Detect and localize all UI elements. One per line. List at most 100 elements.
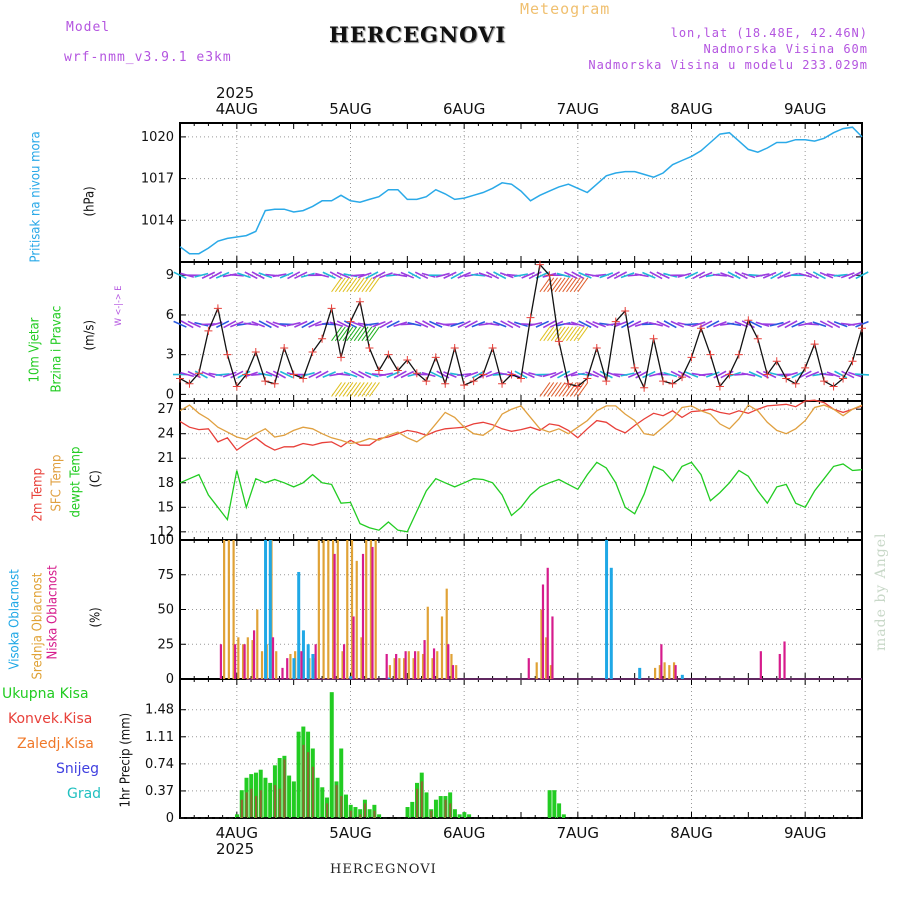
precip-total-bar <box>235 814 240 818</box>
wind-gust-marker <box>526 313 535 322</box>
wind-sheaf-arrow <box>558 277 570 293</box>
wind-gust-marker <box>734 350 743 359</box>
cloud-mid-bar <box>256 609 259 679</box>
wind-gust-marker <box>801 363 810 372</box>
wind-sheaf-arrow <box>562 326 574 342</box>
wind-gust-marker <box>251 348 260 357</box>
cloud-low-bar <box>361 553 365 679</box>
temp-2m-line <box>179 399 863 451</box>
wind-gust-marker <box>299 374 308 383</box>
cloud-low-bar <box>527 658 530 679</box>
wind-direction-arrow <box>528 271 542 280</box>
wind-sheaf-arrow <box>342 382 354 397</box>
cloud-mid-bar <box>388 665 391 679</box>
wind-sheaf-arrow <box>569 382 581 397</box>
wind-direction-arrow <box>734 271 748 280</box>
wind-direction-arrow <box>599 272 614 279</box>
wind-direction-arrow <box>556 272 571 278</box>
wind-direction-arrow <box>620 272 635 279</box>
wind-direction-arrow <box>378 372 394 377</box>
wind-direction-arrow <box>208 271 223 280</box>
day-label-top: 6AUG <box>443 100 485 118</box>
cloud-low-bar <box>660 644 663 679</box>
wind-gust-marker <box>204 326 213 335</box>
wind-gust-marker <box>374 366 383 375</box>
wind-direction-arrow <box>698 271 713 279</box>
cloud-high-bar <box>638 667 642 679</box>
cloud-low-bar <box>286 658 289 679</box>
precip-total-bar <box>405 807 410 818</box>
ytick-label: 1.48 <box>145 703 174 718</box>
wind-direction-arrow <box>656 271 670 279</box>
cloud-low-bar <box>451 665 455 679</box>
wind-direction-arrow <box>691 321 706 328</box>
wind-direction-arrow <box>322 323 337 326</box>
wind-direction-arrow <box>215 373 230 376</box>
cloud-low-bar <box>371 546 374 679</box>
precip-conv-bar <box>250 788 253 818</box>
wind-direction-arrow <box>585 371 599 378</box>
cloud-mid-bar <box>663 662 666 679</box>
temp-sfc-line <box>179 404 863 445</box>
wind-gust-marker <box>583 374 592 383</box>
day-label-bottom: 9AUG <box>784 824 826 842</box>
wind-direction-arrow <box>187 370 201 379</box>
wind-direction-arrow <box>812 321 827 328</box>
wind-direction-arrow <box>620 372 635 377</box>
wind-gust-marker <box>592 344 601 353</box>
cloud-mid-bar <box>350 540 354 679</box>
cloud-mid-bar <box>672 662 676 679</box>
wind-gust-marker <box>441 379 450 388</box>
wind-direction-arrow <box>287 271 301 280</box>
wind-direction-arrow <box>855 271 869 280</box>
cloud-mid-bar <box>365 540 368 679</box>
wind-direction-arrow <box>783 272 798 278</box>
wind-direction-arrow <box>244 271 258 280</box>
wind-sheaf-arrow <box>331 382 342 397</box>
wind-gust-marker <box>668 379 677 388</box>
wind-direction-arrow <box>329 321 344 328</box>
wind-direction-arrow <box>542 371 557 378</box>
cloud-low-bar <box>234 644 237 679</box>
precip-conv-bar <box>363 803 367 818</box>
wind-sheaf-arrow <box>577 277 589 293</box>
wind-sheaf-arrow <box>334 382 346 397</box>
day-label-bottom: 6AUG <box>443 824 485 842</box>
wind-gust-marker <box>820 377 829 386</box>
wind-gust-marker <box>517 374 525 383</box>
wind-direction-arrow <box>357 272 372 279</box>
ytick-label: 0 <box>166 811 174 826</box>
wind-sheaf-arrow <box>558 326 570 342</box>
wind-sheaf-arrow <box>573 277 585 293</box>
wind-gust-marker <box>763 370 772 379</box>
wind-direction-arrow <box>755 321 770 327</box>
cloud-mid-bar <box>317 540 320 679</box>
wind-direction-arrow <box>648 321 663 327</box>
wind-direction-arrow <box>606 322 621 327</box>
wind-sheaf-arrow <box>539 277 551 293</box>
wind-direction-arrow <box>230 370 244 379</box>
ytick-label: 15 <box>157 500 174 515</box>
wind-direction-arrow <box>528 321 543 327</box>
wind-gust-marker <box>782 374 791 383</box>
wind-direction-arrow <box>400 370 415 379</box>
wind-direction-arrow <box>279 271 294 279</box>
wind-direction-arrow <box>294 320 308 328</box>
wind-direction-arrow <box>542 320 556 329</box>
wind-direction-arrow <box>414 271 429 280</box>
wind-sheaf-arrow <box>550 382 562 397</box>
wind-direction-arrow <box>642 271 656 279</box>
precip-conv-bar <box>254 796 258 818</box>
bottom-title: HERCEGNOVI <box>330 862 437 877</box>
wind-gust-marker <box>659 377 668 386</box>
cloud-low-bar <box>281 667 284 679</box>
wind-sheaf-arrow <box>357 382 369 397</box>
wind-direction-arrow <box>648 372 663 378</box>
wind-sheaf-arrow <box>334 277 346 293</box>
wind-gust-marker <box>621 306 630 315</box>
wind-direction-arrow <box>833 273 848 277</box>
wind-direction-arrow <box>499 272 514 279</box>
ytick-label: 100 <box>149 533 174 548</box>
wind-sheaf-arrow <box>346 326 358 342</box>
meteogram-label: Meteogram <box>520 0 611 18</box>
